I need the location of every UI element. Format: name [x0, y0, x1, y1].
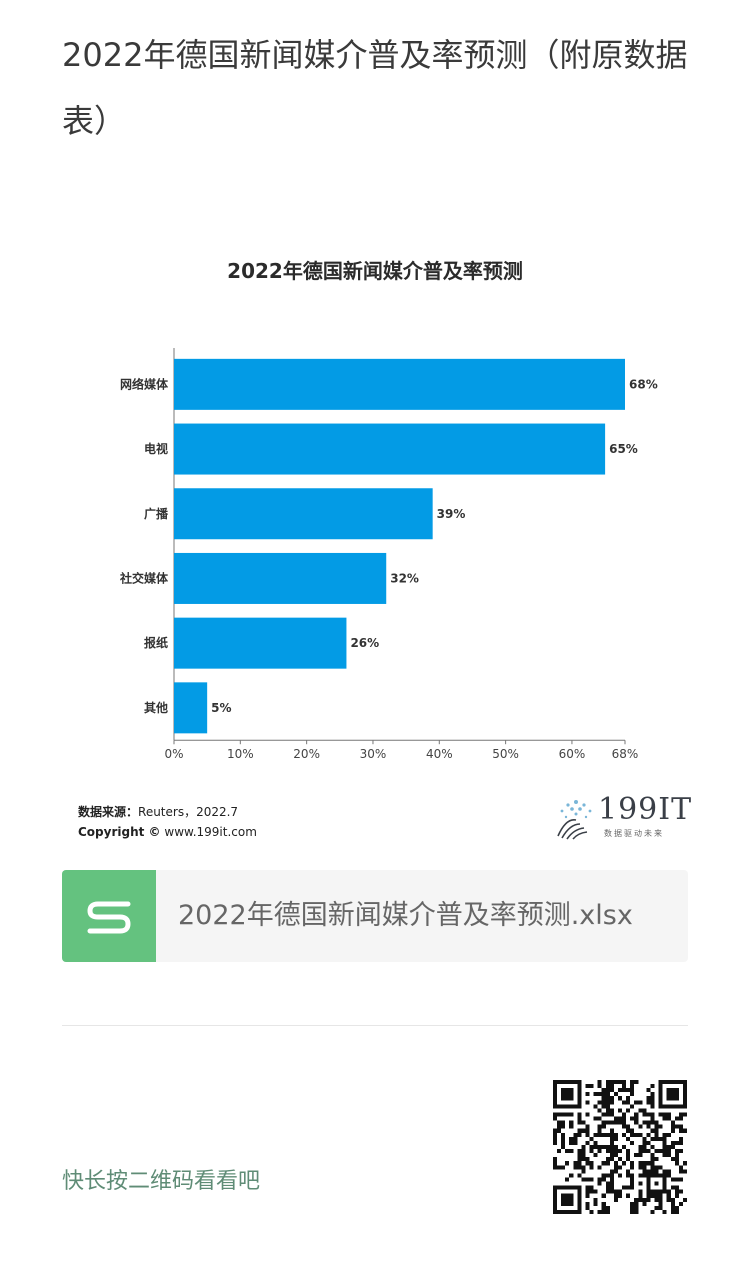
bar-chart: 2022年德国新闻媒介普及率预测 网络媒体 68% 电视 65% 广播 39% 社交媒体 32…	[119, 259, 658, 761]
x-tick-label-1: 10%	[227, 747, 254, 761]
qr-code-icon[interactable]	[553, 1080, 687, 1214]
bar-5	[174, 682, 208, 734]
source-block: 数据来源：Reuters，2022.7 Copyright © www.199i…	[78, 802, 257, 842]
dots-logo-icon	[557, 800, 592, 840]
chart-title: 2022年德国新闻媒介普及率预测	[227, 259, 523, 283]
value-label-3: 32%	[390, 571, 419, 585]
category-label-3: 社交媒体	[119, 570, 169, 585]
brand-tagline: 数据驱动未来	[604, 829, 664, 838]
bar-4	[174, 617, 347, 669]
source-label: 数据来源：	[78, 805, 139, 819]
copyright-label: Copyright ©	[78, 825, 161, 839]
article-title: 2022年德国新闻媒介普及率预测（附原数据表）	[62, 36, 688, 140]
bar-3	[174, 552, 387, 604]
qr-hint-text: 快长按二维码看看吧	[62, 1169, 261, 1194]
value-label-2: 39%	[437, 507, 466, 521]
value-label-4: 26%	[350, 636, 379, 650]
copyright-text: www.199it.com	[164, 825, 257, 839]
x-tick-label-0: 0%	[164, 747, 183, 761]
x-tick-label-2: 20%	[293, 747, 320, 761]
bar-1	[174, 423, 606, 475]
chart-figure: 2022年德国新闻媒介普及率预测 网络媒体 68% 电视 65% 广播 39% 社交媒体 32…	[62, 230, 691, 850]
category-label-4: 报纸	[144, 635, 168, 650]
attachment-card[interactable]: 2022年德国新闻媒介普及率预测.xlsx	[62, 870, 688, 962]
spreadsheet-icon	[62, 870, 156, 962]
value-label-0: 68%	[629, 377, 658, 391]
brand-name: 199IT	[598, 792, 693, 827]
x-tick-label-7: 68%	[612, 747, 639, 761]
category-label-0: 网络媒体	[120, 376, 169, 391]
category-label-2: 广播	[144, 506, 169, 521]
brand-logo: 199IT 数据驱动未来	[554, 792, 691, 842]
x-tick-label-6: 60%	[559, 747, 586, 761]
value-label-1: 65%	[609, 442, 638, 456]
bar-0	[174, 358, 625, 410]
value-label-5: 5%	[211, 701, 231, 715]
category-label-1: 电视	[144, 441, 168, 456]
x-tick-label-3: 30%	[360, 747, 387, 761]
x-tick-label-5: 50%	[492, 747, 519, 761]
x-tick-label-4: 40%	[426, 747, 453, 761]
attachment-file-name: 2022年德国新闻媒介普及率预测.xlsx	[178, 900, 633, 931]
bar-2	[174, 488, 433, 540]
source-text: Reuters，2022.7	[138, 805, 239, 819]
divider	[62, 1025, 688, 1026]
category-label-5: 其他	[144, 700, 168, 715]
